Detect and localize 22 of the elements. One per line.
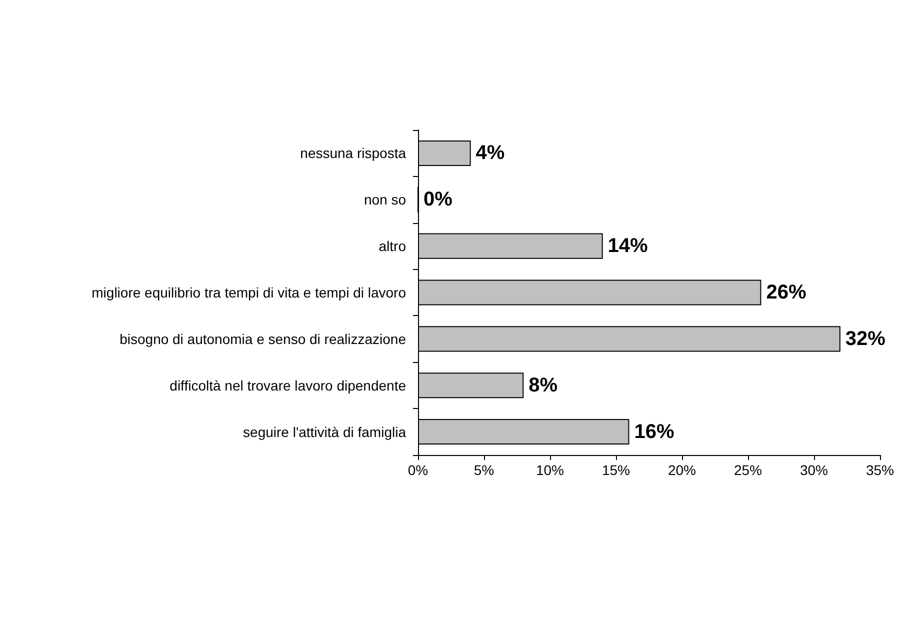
data-label: 0% [424, 188, 453, 211]
x-tick-label: 5% [474, 462, 494, 478]
data-label: 16% [634, 420, 674, 443]
x-tick-label: 35% [866, 462, 894, 478]
y-tick-label: difficoltà nel trovare lavoro dipendente [170, 377, 406, 394]
y-tick-label: bisogno di autonomia e senso di realizzazione [120, 330, 406, 347]
x-tick-label: 0% [408, 462, 428, 478]
y-tick-label: altro [378, 238, 406, 254]
x-tick-label: 10% [536, 462, 564, 478]
x-tick-label: 25% [734, 462, 762, 478]
data-label: 14% [608, 235, 648, 258]
x-tick-label: 30% [800, 462, 828, 478]
y-tick-label: non so [364, 192, 406, 208]
data-label: 32% [845, 328, 886, 350]
x-tick-label: 15% [602, 462, 630, 478]
y-tick-label: migliore equilibrio tra tempi di vita e tempi di lavoro [92, 284, 406, 300]
x-tick-label: 20% [668, 462, 696, 478]
y-tick-label: seguire l'attività di famiglia [243, 424, 406, 440]
data-label: 8% [528, 374, 558, 396]
y-tick-label: nessuna risposta [300, 145, 406, 162]
data-label: 26% [766, 282, 806, 304]
data-label: 4% [476, 142, 505, 164]
